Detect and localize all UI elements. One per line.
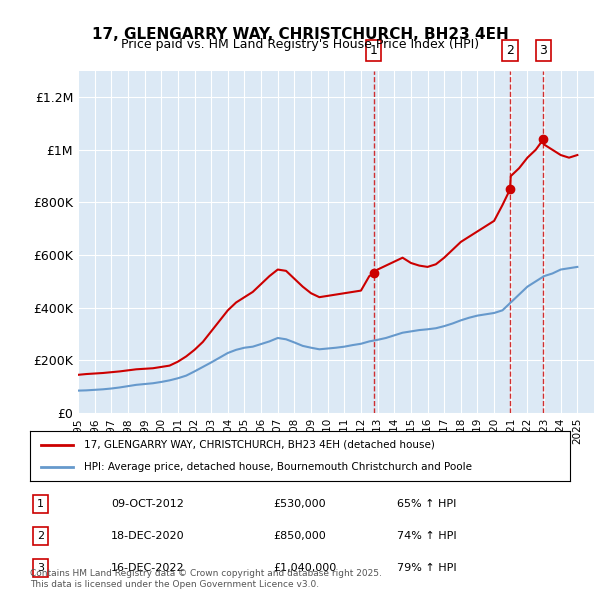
Text: 2: 2 <box>506 44 514 57</box>
Text: 09-OCT-2012: 09-OCT-2012 <box>111 499 184 509</box>
Text: 3: 3 <box>539 44 547 57</box>
Text: 1: 1 <box>370 44 378 57</box>
Text: 2: 2 <box>37 531 44 541</box>
Text: 17, GLENGARRY WAY, CHRISTCHURCH, BH23 4EH: 17, GLENGARRY WAY, CHRISTCHURCH, BH23 4E… <box>92 27 508 41</box>
Text: 16-DEC-2022: 16-DEC-2022 <box>111 563 185 573</box>
Text: 17, GLENGARRY WAY, CHRISTCHURCH, BH23 4EH (detached house): 17, GLENGARRY WAY, CHRISTCHURCH, BH23 4E… <box>84 440 435 450</box>
Text: 3: 3 <box>37 563 44 573</box>
Text: Contains HM Land Registry data © Crown copyright and database right 2025.
This d: Contains HM Land Registry data © Crown c… <box>30 569 382 589</box>
Text: 74% ↑ HPI: 74% ↑ HPI <box>397 531 457 541</box>
Text: £1,040,000: £1,040,000 <box>273 563 336 573</box>
Text: £850,000: £850,000 <box>273 531 326 541</box>
Text: 18-DEC-2020: 18-DEC-2020 <box>111 531 185 541</box>
Text: 65% ↑ HPI: 65% ↑ HPI <box>397 499 457 509</box>
Text: £530,000: £530,000 <box>273 499 326 509</box>
Text: Price paid vs. HM Land Registry's House Price Index (HPI): Price paid vs. HM Land Registry's House … <box>121 38 479 51</box>
Text: HPI: Average price, detached house, Bournemouth Christchurch and Poole: HPI: Average price, detached house, Bour… <box>84 462 472 472</box>
Text: 1: 1 <box>37 499 44 509</box>
Text: 79% ↑ HPI: 79% ↑ HPI <box>397 563 457 573</box>
